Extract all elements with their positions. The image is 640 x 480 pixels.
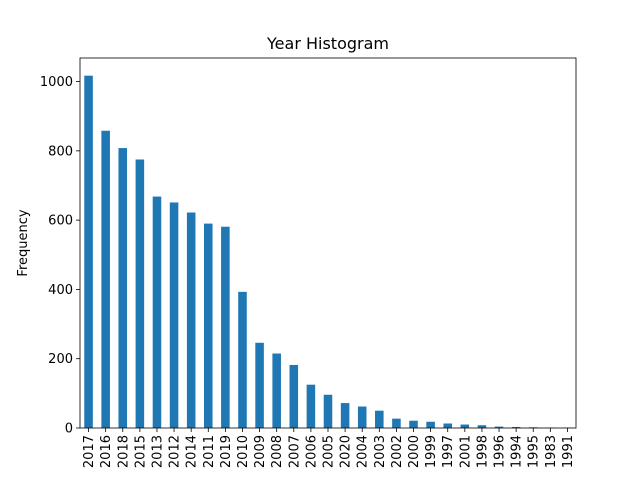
bar-2008	[272, 353, 281, 428]
y-tick-label-800: 800	[48, 144, 73, 159]
x-tick-label-2007: 2007	[287, 435, 302, 468]
x-tick-label-1999: 1999	[424, 435, 439, 468]
bar-2006	[306, 384, 316, 428]
y-axis-label: Frequency	[16, 209, 31, 276]
y-tick-label-600: 600	[48, 214, 73, 229]
x-tick-label-2014: 2014	[185, 435, 200, 468]
x-tick-label-2003: 2003	[373, 435, 388, 468]
bar-2002	[392, 418, 401, 428]
x-tick-label-2011: 2011	[202, 435, 217, 468]
x-tick-label-2010: 2010	[236, 435, 251, 468]
x-axis-ticks: 2017 2016 2018 2015 2013 2012 2014 2011 2019 2010…	[82, 428, 576, 468]
bar-2020	[340, 403, 350, 428]
x-tick-label-1996: 1996	[493, 435, 508, 468]
bar-2018	[118, 148, 128, 428]
bar-2005	[323, 394, 333, 428]
bar-2004	[357, 406, 367, 428]
x-tick-label-2002: 2002	[390, 435, 405, 468]
plot-frame	[79, 57, 577, 429]
bar-2003	[375, 410, 384, 428]
x-tick-label-2017: 2017	[82, 435, 97, 468]
y-axis-ticks: 0 200 400 600 800 1000	[40, 75, 80, 437]
chart-title: Year Histogram	[266, 34, 389, 53]
bar-2014	[186, 212, 196, 428]
x-tick-label-2005: 2005	[322, 435, 337, 468]
x-tick-label-2004: 2004	[356, 435, 371, 468]
x-tick-label-2018: 2018	[116, 435, 131, 468]
x-tick-label-2008: 2008	[270, 435, 285, 468]
bar-1994	[511, 426, 521, 428]
x-tick-label-2013: 2013	[150, 435, 165, 468]
bars-group	[84, 75, 572, 429]
x-tick-label-1997: 1997	[441, 435, 456, 468]
x-tick-label-1995: 1995	[527, 435, 542, 468]
x-tick-label-1998: 1998	[475, 435, 490, 468]
x-tick-label-2001: 2001	[458, 435, 473, 468]
x-tick-label-2006: 2006	[304, 435, 319, 468]
bar-1999	[426, 421, 435, 428]
bar-2007	[289, 364, 299, 428]
bar-2012	[169, 202, 179, 428]
bar-2011	[204, 223, 213, 428]
bar-2001	[460, 424, 470, 428]
x-tick-label-2015: 2015	[133, 435, 148, 468]
x-tick-label-1994: 1994	[510, 435, 525, 468]
x-tick-label-2009: 2009	[253, 435, 268, 468]
bar-2019	[221, 226, 230, 428]
x-tick-label-2019: 2019	[219, 435, 234, 468]
bar-1996	[494, 426, 504, 428]
bar-2016	[101, 130, 110, 428]
bar-2009	[255, 342, 264, 428]
y-tick-label-400: 400	[48, 283, 73, 298]
x-tick-label-2016: 2016	[99, 435, 114, 468]
x-tick-label-1991: 1991	[561, 435, 576, 468]
bar-2013	[152, 196, 162, 428]
bar-1997	[443, 423, 452, 428]
y-tick-label-0: 0	[65, 422, 73, 437]
x-tick-label-2012: 2012	[168, 435, 183, 468]
y-tick-label-200: 200	[48, 352, 73, 367]
x-tick-label-2000: 2000	[407, 435, 422, 468]
bar-2015	[135, 159, 145, 428]
bar-2010	[238, 291, 247, 428]
bar-2017	[84, 75, 93, 429]
y-tick-label-1000: 1000	[40, 75, 73, 90]
bar-1998	[477, 425, 487, 428]
x-tick-label-1983: 1983	[544, 435, 559, 468]
bar-2000	[409, 420, 418, 428]
x-tick-label-2020: 2020	[339, 435, 354, 468]
